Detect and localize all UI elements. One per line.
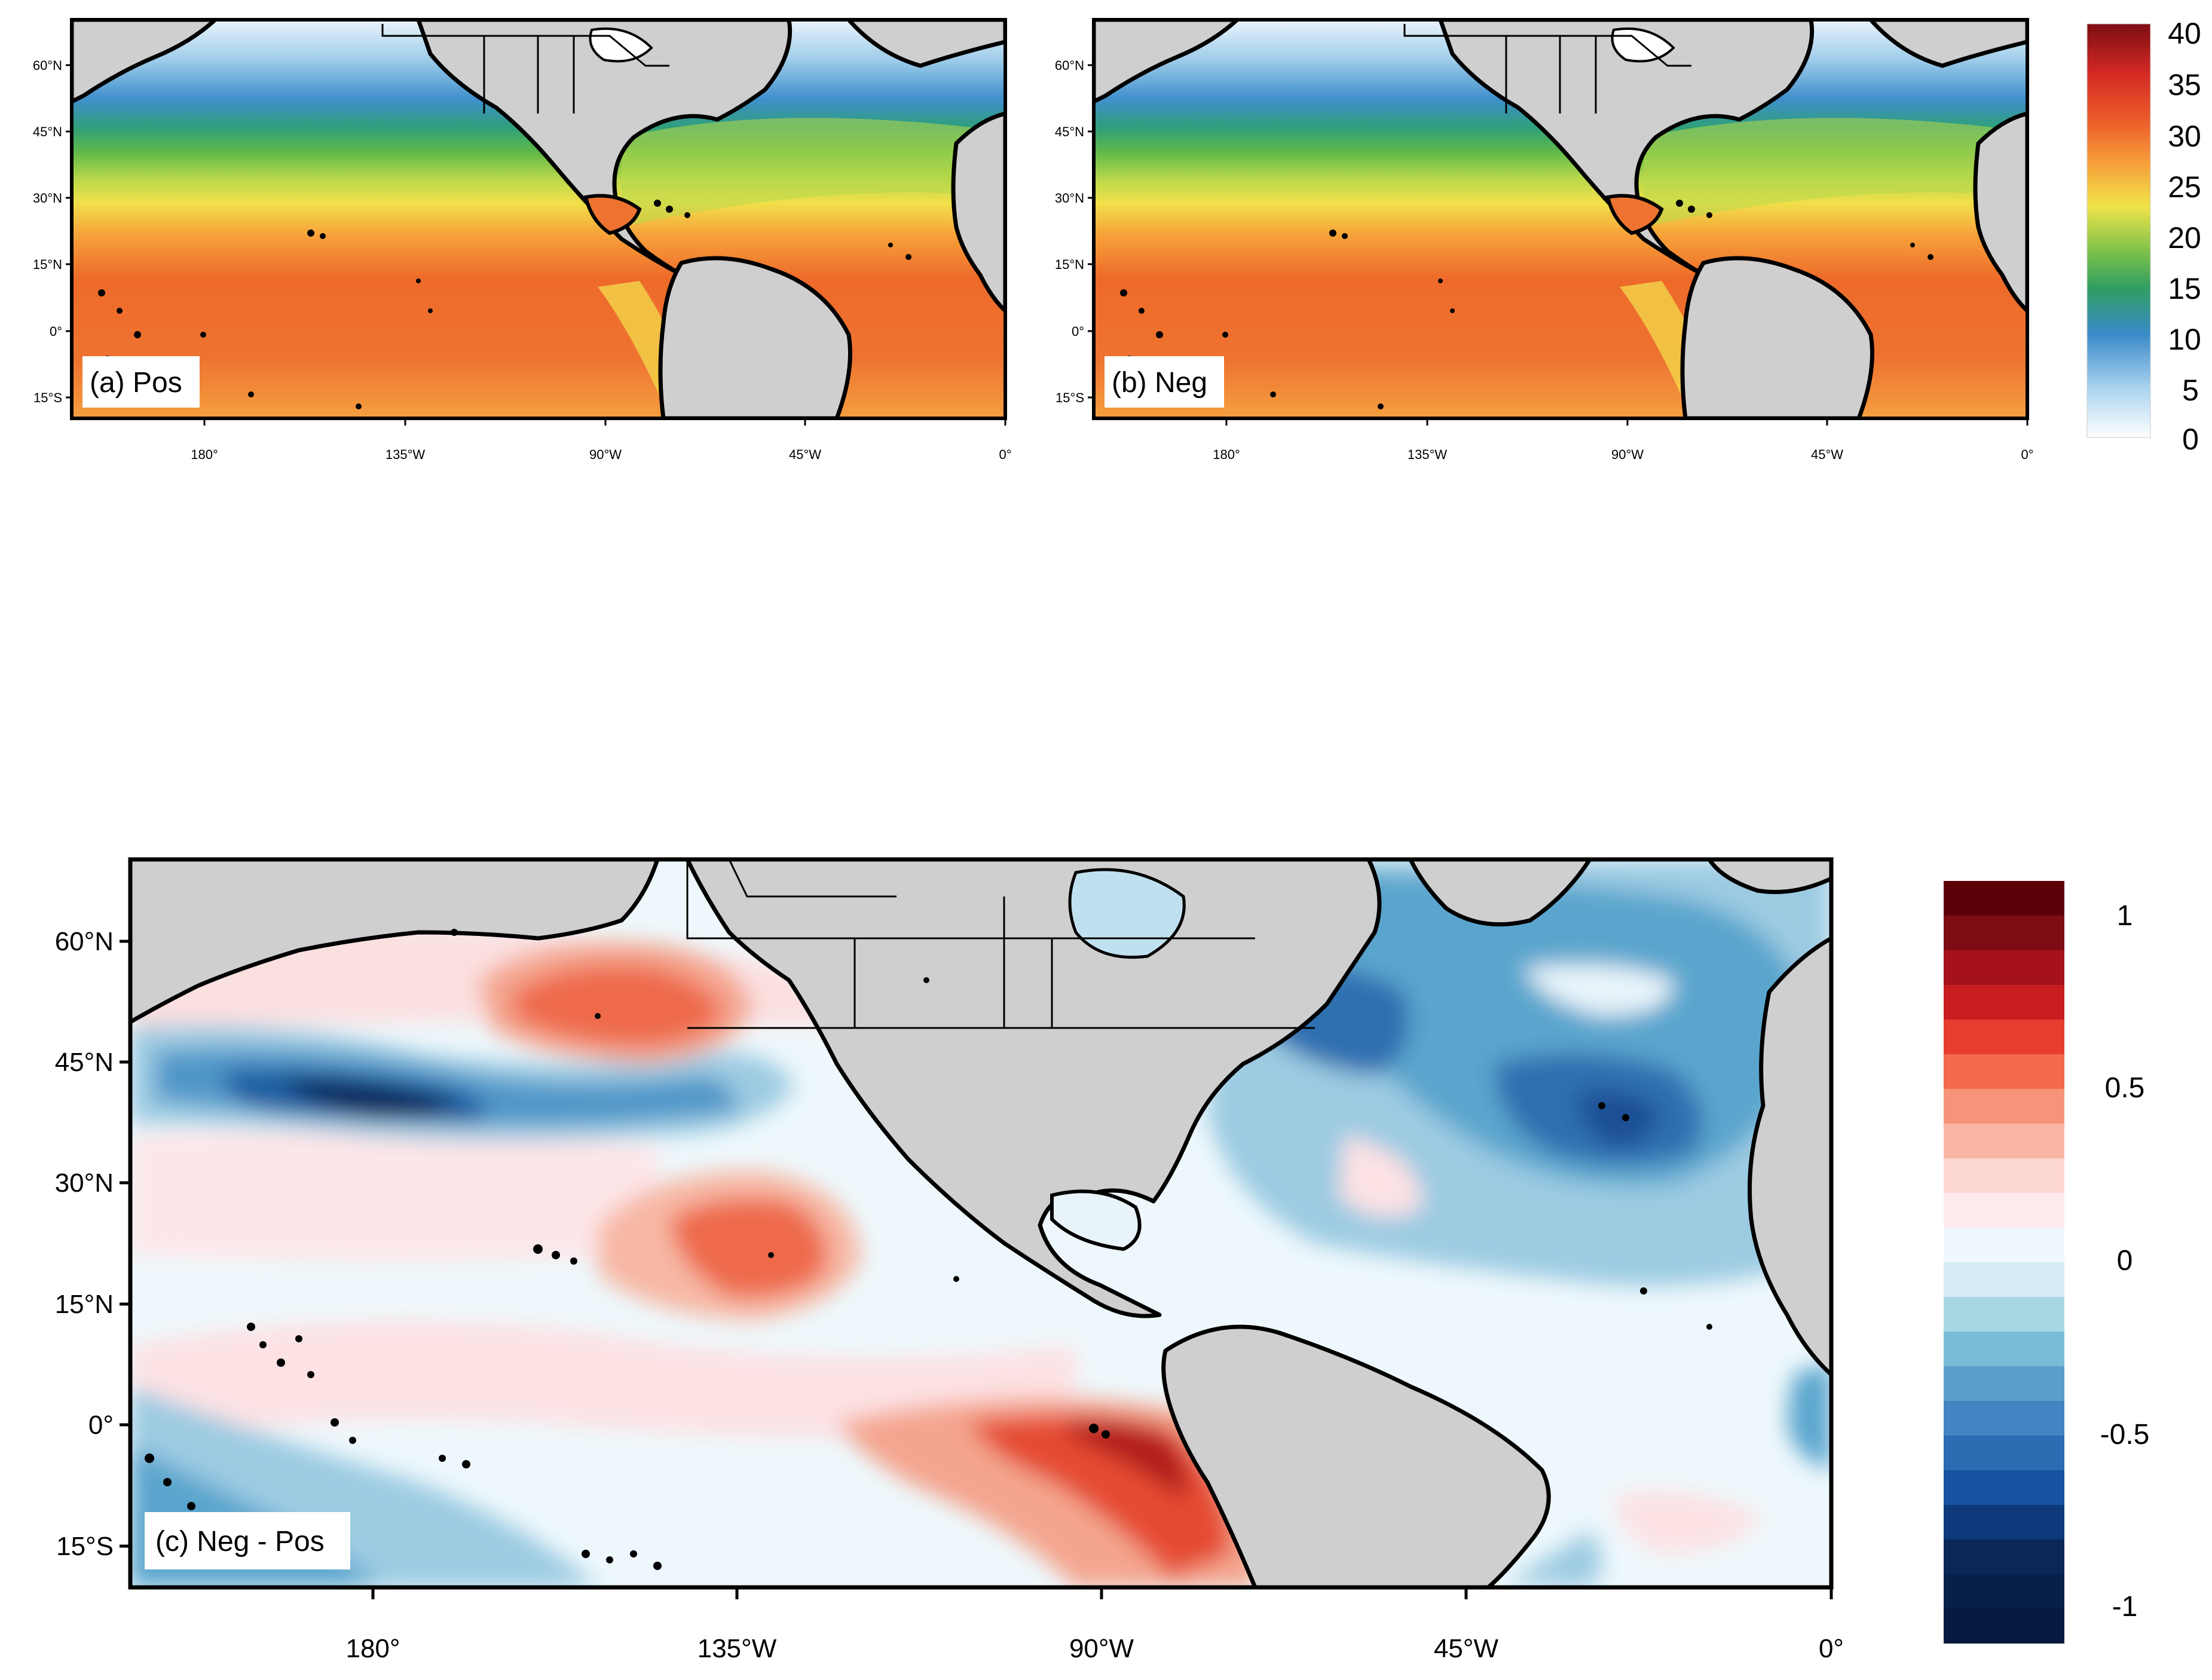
lon-tick: 0° xyxy=(999,447,1011,462)
lon-tick: 135°W xyxy=(697,1634,777,1663)
lat-tick: 30°N xyxy=(33,191,62,206)
colorbar-top-label: 5 xyxy=(2182,374,2199,407)
lat-tick: 30°N xyxy=(55,1168,114,1198)
panel-a-map: (a) Pos xyxy=(70,18,1007,420)
lon-tick: 45°W xyxy=(1811,447,1843,462)
lat-tick: 15°S xyxy=(56,1532,114,1561)
lon-tick: 135°W xyxy=(386,447,426,462)
panel-c-lon-axis: 180° 135°W 90°W 45°W 0° xyxy=(345,1587,1844,1663)
panel-a-label: (a) Pos xyxy=(90,367,182,399)
colorbar-bottom: 1 0.5 0 -0.5 -1 xyxy=(1944,881,2149,1644)
lat-tick: 60°N xyxy=(55,927,114,956)
colorbar-top-label: 10 xyxy=(2168,323,2201,356)
lat-tick: 45°N xyxy=(33,124,62,139)
panel-b-map: (b) Neg xyxy=(1092,18,2029,420)
colorbar-top: 40 35 30 25 20 15 10 5 0 xyxy=(2086,17,2201,456)
lon-tick: 90°W xyxy=(1611,447,1644,462)
lat-tick: 15°N xyxy=(55,1290,114,1319)
lon-tick: 180° xyxy=(1213,447,1240,462)
lat-tick: 15°S xyxy=(1055,390,1084,405)
panel-c-map: (c) Neg - Pos xyxy=(128,857,1834,1590)
lon-tick: 180° xyxy=(345,1634,400,1663)
lat-tick: 60°N xyxy=(33,58,62,73)
colorbar-top-label: 15 xyxy=(2168,272,2201,305)
lon-tick: 90°W xyxy=(1069,1634,1134,1663)
lon-tick: 0° xyxy=(2021,447,2033,462)
panel-b-lon-axis: 180° 135°W 90°W 45°W 0° xyxy=(1213,418,2034,462)
panel-b-label: (b) Neg xyxy=(1112,367,1207,399)
colorbar-top-label: 0 xyxy=(2182,423,2199,456)
lat-tick: 0° xyxy=(1072,324,1084,339)
panel-c-label: (c) Neg - Pos xyxy=(155,1526,325,1557)
lon-tick: 180° xyxy=(191,447,218,462)
panel-a-lat-axis: 60°N 45°N 30°N 15°N 0° 15°S xyxy=(33,58,72,405)
lat-tick: 45°N xyxy=(55,1048,114,1077)
lat-tick: 45°N xyxy=(1055,124,1084,139)
lon-tick: 45°W xyxy=(1434,1634,1499,1663)
colorbar-bottom-label: 1 xyxy=(2117,900,2133,932)
colorbar-bottom-label: -1 xyxy=(2112,1591,2138,1623)
lat-tick: 0° xyxy=(88,1410,114,1440)
colorbar-top-label: 35 xyxy=(2168,68,2201,102)
colorbar-bottom-label: -0.5 xyxy=(2100,1419,2150,1451)
colorbar-top-label: 40 xyxy=(2168,17,2201,50)
panel-b-lat-axis: 60°N 45°N 30°N 15°N 0° 15°S xyxy=(1055,58,1094,405)
lat-tick: 15°S xyxy=(33,390,62,405)
lon-tick: 45°W xyxy=(789,447,821,462)
lon-tick: 0° xyxy=(1819,1634,1844,1663)
colorbar-bottom-swatches xyxy=(1944,881,2064,1644)
colorbar-top-label: 30 xyxy=(2168,120,2201,153)
lon-tick: 90°W xyxy=(589,447,622,462)
lon-tick: 135°W xyxy=(1408,447,1448,462)
lat-tick: 15°N xyxy=(33,257,62,272)
colorbar-top-label: 20 xyxy=(2168,221,2201,255)
colorbar-bottom-label: 0 xyxy=(2117,1245,2133,1277)
lat-tick: 0° xyxy=(50,324,62,339)
colorbar-bottom-label: 0.5 xyxy=(2105,1072,2145,1104)
lat-tick: 15°N xyxy=(1055,257,1084,272)
colorbar-top-label: 25 xyxy=(2168,170,2201,204)
lat-tick: 30°N xyxy=(1055,191,1084,206)
panel-a-lon-axis: 180° 135°W 90°W 45°W 0° xyxy=(191,418,1012,462)
panel-c-lat-axis: 60°N 45°N 30°N 15°N 0° 15°S xyxy=(55,927,130,1561)
lat-tick: 60°N xyxy=(1055,58,1084,73)
